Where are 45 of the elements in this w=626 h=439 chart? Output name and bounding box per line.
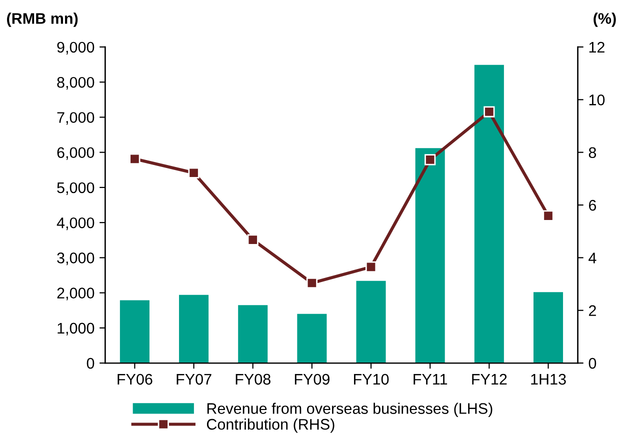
y-tick-label: 2,000 xyxy=(57,288,94,300)
y2-tick-label: 8 xyxy=(588,147,596,158)
bar xyxy=(533,292,564,364)
y2-tick-label: 12 xyxy=(589,42,604,53)
y-axis-title: (RMB mn) xyxy=(7,12,78,27)
y-tick-label: 0 xyxy=(86,358,94,369)
bar xyxy=(120,300,150,364)
y-tick-label: 9,000 xyxy=(57,42,94,54)
bar xyxy=(179,294,209,364)
y2-tick-label: 10 xyxy=(589,94,605,106)
point xyxy=(365,261,377,272)
point xyxy=(247,234,258,246)
bar xyxy=(297,314,327,364)
bar xyxy=(415,148,445,364)
x-tick-label: FY07 xyxy=(176,374,212,385)
y-tick-label: 7,000 xyxy=(57,112,94,125)
legend-label: Revenue from overseas businesses (LHS) xyxy=(207,402,492,417)
y2-tick-label: 4 xyxy=(588,252,596,264)
bar xyxy=(474,64,504,364)
x-tick-label: FY08 xyxy=(236,374,270,385)
x-tick-label: FY11 xyxy=(414,374,448,385)
y-tick-label: 5,000 xyxy=(57,182,94,195)
legend-label: Contribution (RHS) xyxy=(206,418,334,433)
point xyxy=(424,154,436,166)
point xyxy=(188,167,200,178)
x-tick-label: FY09 xyxy=(294,374,330,385)
bar xyxy=(356,280,386,364)
y2-tick-label: 6 xyxy=(588,200,596,211)
point xyxy=(542,210,554,222)
y-tick-label: 1,000 xyxy=(58,322,94,336)
bar xyxy=(238,305,268,364)
y-tick-label: 4,000 xyxy=(56,217,94,230)
y-tick-label: 3,000 xyxy=(57,252,94,266)
y2-tick-label: 0 xyxy=(588,358,596,369)
point xyxy=(306,277,318,289)
y-tick-label: 8,000 xyxy=(57,76,94,90)
x-tick-label: FY06 xyxy=(118,374,152,385)
x-tick-label: FY10 xyxy=(354,374,389,385)
y2-tick-label: 2 xyxy=(588,305,596,316)
point xyxy=(129,153,140,164)
point xyxy=(484,106,495,118)
x-tick-label: FY12 xyxy=(472,374,507,385)
y-tick-label: 6,000 xyxy=(57,147,94,160)
x-tick-label: 1H13 xyxy=(531,374,566,385)
y2-axis-title: (%) xyxy=(594,12,616,27)
